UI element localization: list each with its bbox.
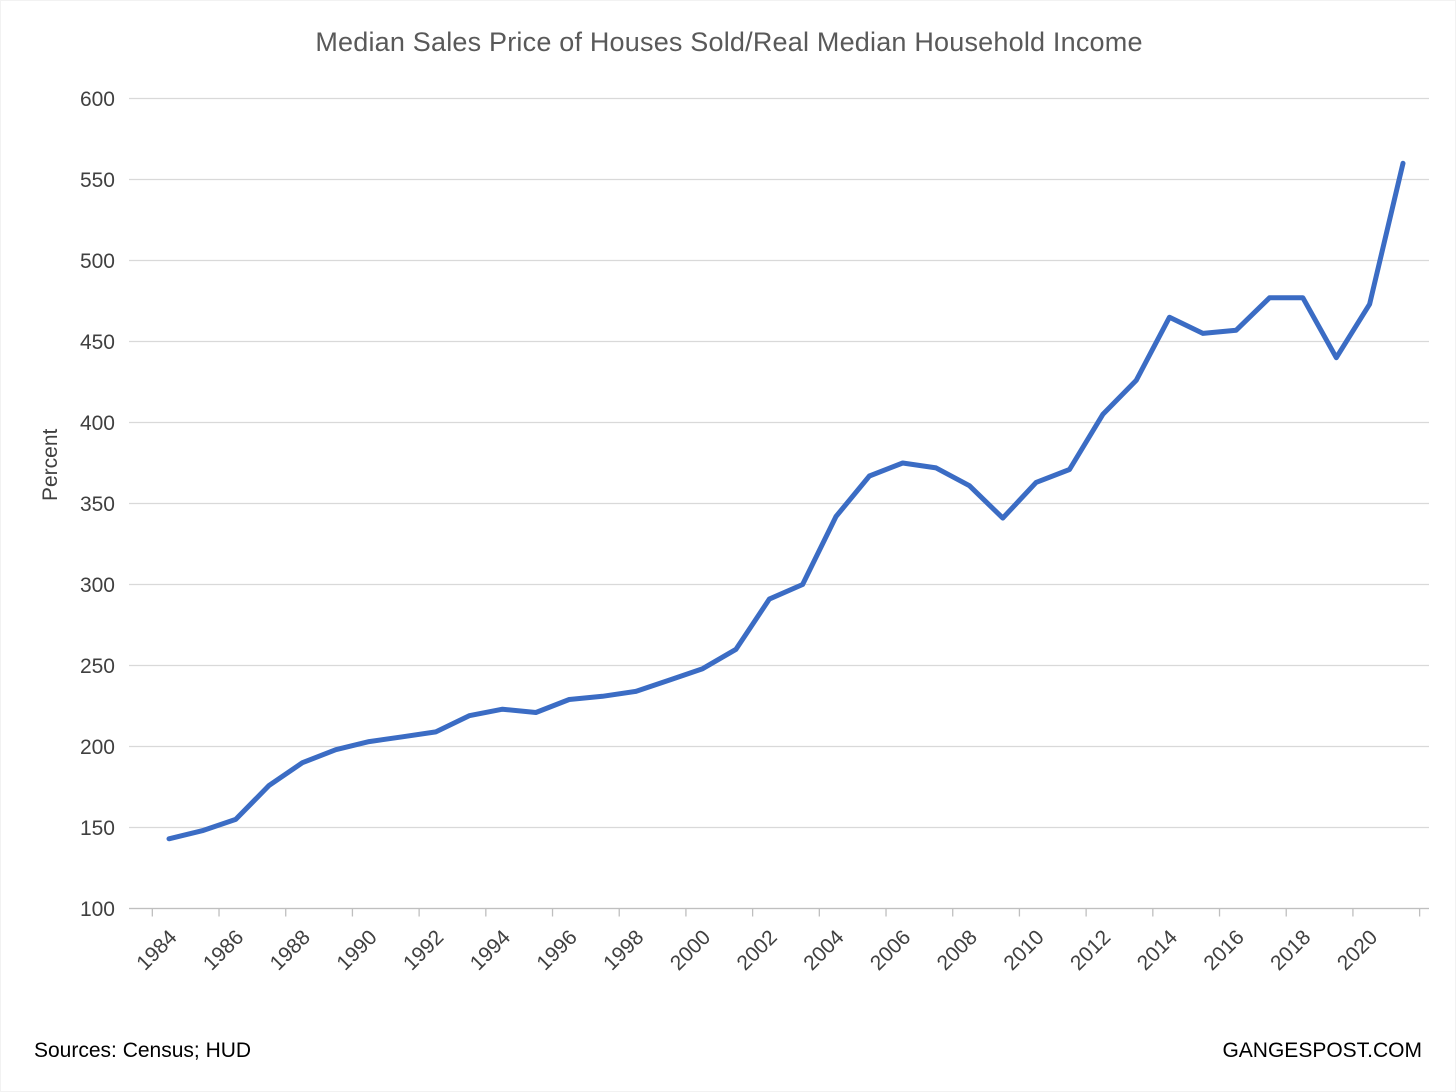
y-tick-label: 550 [80, 169, 115, 192]
x-tick-label: 1996 [532, 926, 581, 975]
x-tick-label: 1984 [132, 926, 182, 976]
x-tick-label: 2002 [733, 926, 782, 975]
footer-site: GANGESPOST.COM [1222, 1039, 1422, 1062]
x-tick-label: 2012 [1066, 926, 1115, 975]
x-tick-label: 1998 [599, 926, 648, 975]
x-tick-label: 2018 [1266, 926, 1315, 975]
x-tick-label: 2004 [799, 926, 849, 976]
x-tick-label: 2000 [666, 926, 715, 975]
y-tick-label: 350 [80, 493, 115, 516]
x-tick-label: 2016 [1199, 926, 1248, 975]
x-tick-label: 1990 [332, 926, 381, 975]
y-tick-label: 200 [80, 736, 115, 759]
y-tick-label: 600 [80, 88, 115, 111]
x-tick-label: 1992 [399, 926, 448, 975]
x-tick-label: 1988 [266, 926, 315, 975]
x-tick-label: 2014 [1133, 926, 1183, 976]
y-tick-label: 100 [80, 898, 115, 921]
y-tick-label: 500 [80, 250, 115, 273]
x-tick-label: 2020 [1333, 926, 1382, 975]
chart-title: Median Sales Price of Houses Sold/Real M… [315, 27, 1143, 57]
y-tick-label: 150 [80, 817, 115, 840]
footer-sources: Sources: Census; HUD [34, 1039, 252, 1062]
y-tick-label: 300 [80, 574, 115, 597]
y-tick-label: 450 [80, 331, 115, 354]
x-tick-label: 2006 [866, 926, 915, 975]
x-tick-label: 1994 [466, 926, 516, 976]
x-tick-label: 2008 [933, 926, 982, 975]
y-tick-label: 400 [80, 412, 115, 435]
x-tick-label: 1986 [199, 926, 248, 975]
series-line-median-price-to-income [166, 160, 1406, 842]
x-tick-label: 2010 [999, 926, 1048, 975]
y-tick-label: 250 [80, 655, 115, 678]
